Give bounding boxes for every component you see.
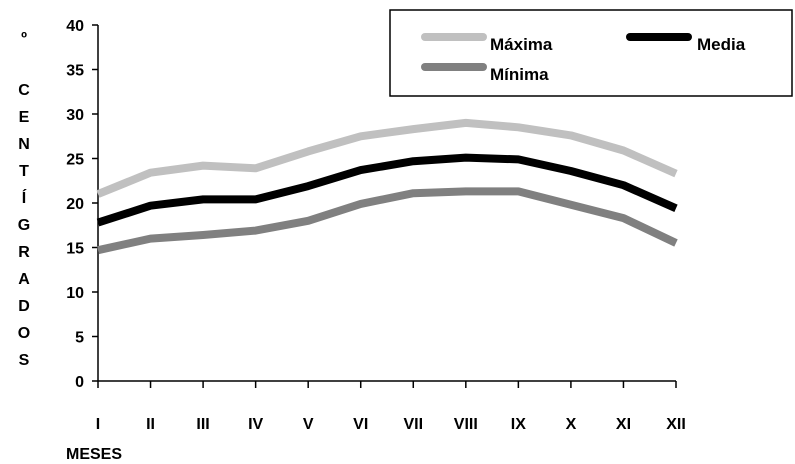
y-axis-title-letter: A [18,271,30,288]
y-axis-title-letter: º [21,30,27,47]
y-axis-title-letter: E [19,109,30,126]
y-axis-title-letter: Í [22,188,27,207]
y-axis-ticks: 0 5 10 15 20 25 30 35 40 [66,18,98,391]
x-tick-label: V [303,416,314,433]
y-axis-title-letter: T [19,163,29,180]
series-line-media [96,153,678,227]
y-tick-label: 30 [66,107,84,124]
axes [97,25,676,382]
legend-label-maxima: Máxima [490,35,553,54]
x-tick-label: II [146,416,155,433]
y-tick-label: 20 [66,196,84,213]
x-tick-label: VI [353,416,368,433]
legend-label-minima: Mínima [490,65,549,84]
y-axis-title-letter: O [18,325,30,342]
x-tick-label: I [96,416,100,433]
x-tick-label: VII [403,416,423,433]
x-tick-label: III [196,416,209,433]
y-tick-label: 10 [66,285,84,302]
series-line-maxima [96,118,678,198]
y-axis-title-letter: R [18,244,30,261]
x-tick-label: VIII [454,416,478,433]
x-tick-label: IX [511,416,526,433]
y-tick-label: 15 [66,241,84,258]
y-tick-label: 35 [66,63,84,80]
y-axis-title-letter: N [18,136,30,153]
series-line-minima [97,187,678,255]
legend-label-media: Media [697,35,746,54]
x-tick-label: X [566,416,577,433]
x-tick-label: IV [248,416,263,433]
x-axis-ticks: I II III IV V VI VII VIII IX X XI XII [96,381,686,433]
y-tick-label: 25 [66,152,84,169]
y-axis-title-letter: D [18,298,30,315]
series-lines [96,118,678,255]
x-tick-label: XI [616,416,631,433]
legend: Máxima Media Mínima [389,9,793,97]
y-tick-label: 0 [75,374,84,391]
y-axis-title-letter: C [18,82,30,99]
x-axis-title: MESES [66,446,122,463]
y-axis-title-letter: G [18,217,30,234]
legend-box [389,9,793,97]
y-tick-label: 40 [66,18,84,35]
y-axis-title-letter: S [19,352,30,369]
x-tick-label: XII [666,416,686,433]
y-tick-label: 5 [75,330,84,347]
